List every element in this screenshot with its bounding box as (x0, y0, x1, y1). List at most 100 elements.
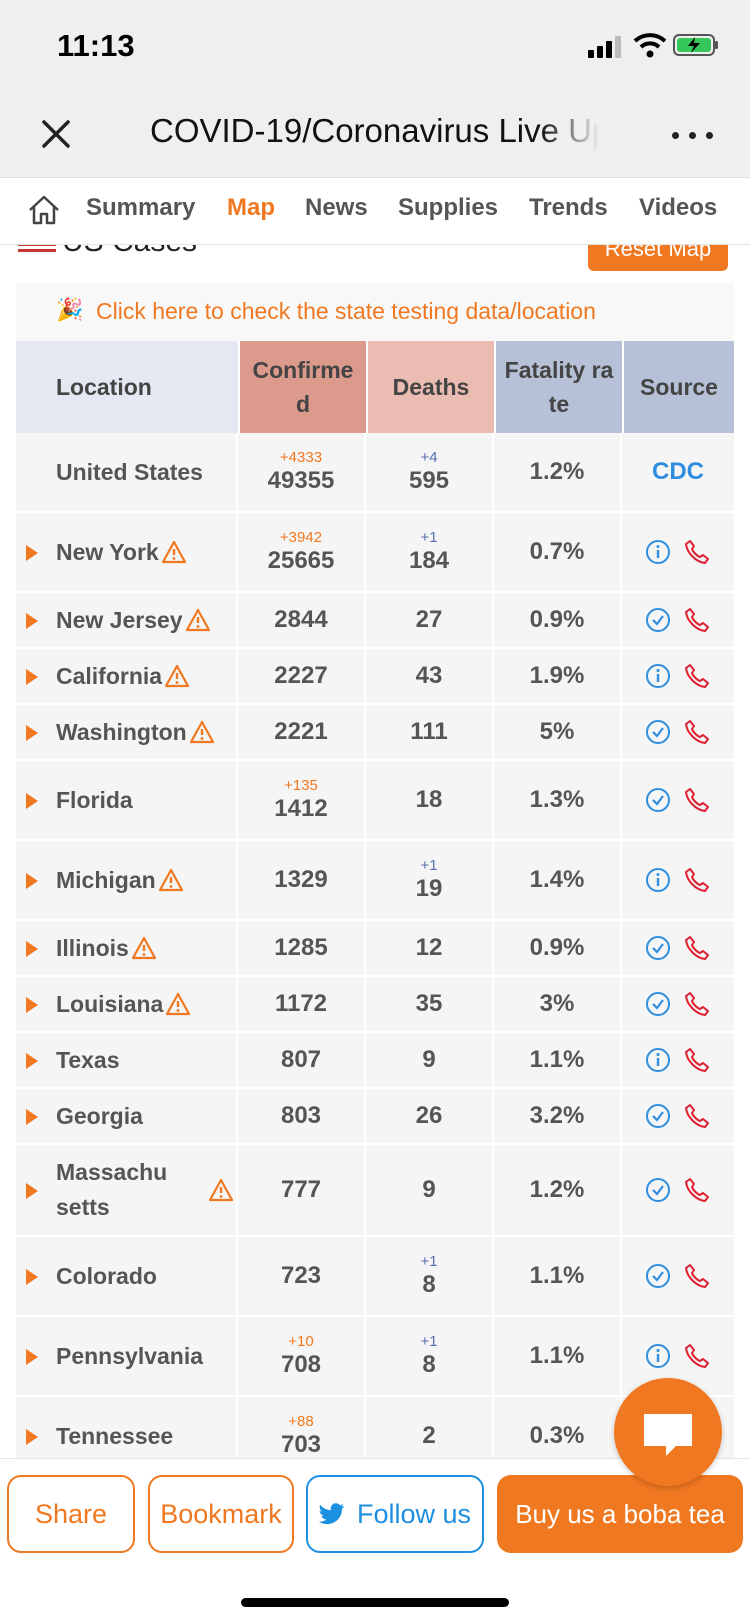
table-row[interactable]: Michigan 1329 +1 19 1.4% (16, 841, 734, 921)
expand-arrow-icon[interactable] (26, 793, 38, 809)
cell-source: CDC (622, 433, 734, 511)
phone-icon[interactable] (683, 606, 711, 634)
phone-icon[interactable] (683, 1046, 711, 1074)
location-name: Louisiana (56, 990, 164, 1017)
more-options-icon[interactable] (668, 120, 718, 150)
phone-icon[interactable] (683, 538, 711, 566)
info-icon[interactable] (645, 1343, 671, 1369)
info-icon[interactable] (645, 539, 671, 565)
header-fatality-rate[interactable]: Fatality rate (496, 341, 622, 433)
phone-icon[interactable] (683, 662, 711, 690)
boba-tea-button[interactable]: Buy us a boba tea (497, 1475, 743, 1553)
location-name: Pennsylvania (56, 1342, 204, 1369)
cellular-signal-icon (588, 36, 622, 58)
confirmed-delta: +88 (288, 1413, 314, 1430)
table-row[interactable]: United States +4333 49355 +4 595 1.2% CDC (16, 433, 734, 513)
header-deaths[interactable]: Deaths (368, 341, 494, 433)
cell-location: Michigan (16, 841, 238, 919)
bookmark-button[interactable]: Bookmark (148, 1475, 294, 1553)
table-row[interactable]: Massachusetts 777 9 1.2% (16, 1145, 734, 1237)
info-icon[interactable] (645, 867, 671, 893)
confirmed-value: 1172 (274, 990, 328, 1017)
table-row[interactable]: Pennsylvania +10 708 +1 8 1.1% (16, 1317, 734, 1397)
expand-arrow-icon[interactable] (26, 1053, 38, 1069)
table-row[interactable]: Illinois 1285 12 0.9% (16, 921, 734, 977)
cell-fatality-rate: 1.2% (494, 1145, 622, 1235)
testing-data-banner[interactable]: 🎉 Click here to check the state testing … (16, 283, 734, 341)
expand-arrow-icon[interactable] (26, 873, 38, 889)
expand-arrow-icon[interactable] (26, 725, 38, 741)
check-icon[interactable] (645, 1263, 671, 1289)
expand-arrow-icon[interactable] (26, 1109, 38, 1125)
info-icon[interactable] (645, 1047, 671, 1073)
check-icon[interactable] (645, 719, 671, 745)
nav-tabs: Summary Map News Supplies Trends Videos (0, 178, 750, 245)
cell-confirmed: 2221 (238, 705, 366, 759)
header-confirmed[interactable]: Confirmed (240, 341, 366, 433)
share-button[interactable]: Share (7, 1475, 135, 1553)
check-icon[interactable] (645, 935, 671, 961)
table-row[interactable]: New Jersey 2844 27 0.9% (16, 593, 734, 649)
cell-confirmed: +88 703 (238, 1397, 366, 1475)
check-icon[interactable] (645, 787, 671, 813)
expand-arrow-icon[interactable] (26, 669, 38, 685)
table-row[interactable]: Colorado 723 +1 8 1.1% (16, 1237, 734, 1317)
header-source[interactable]: Source (624, 341, 734, 433)
source-link[interactable]: CDC (652, 458, 704, 485)
warning-icon (189, 720, 215, 744)
cell-source (622, 593, 734, 647)
rate-value: 5% (539, 718, 575, 745)
check-icon[interactable] (645, 1177, 671, 1203)
tab-trends[interactable]: Trends (529, 194, 608, 221)
expand-arrow-icon[interactable] (26, 997, 38, 1013)
expand-arrow-icon[interactable] (26, 1269, 38, 1285)
reset-map-button[interactable]: Reset Map (588, 245, 728, 271)
info-icon[interactable] (645, 663, 671, 689)
chat-bubble-button[interactable] (614, 1378, 722, 1486)
phone-icon[interactable] (683, 1262, 711, 1290)
bottom-action-bar: Share Bookmark Follow us Buy us a boba t… (0, 1458, 750, 1624)
header-location[interactable]: Location (16, 341, 238, 433)
table-row[interactable]: Florida +135 1412 18 1.3% (16, 761, 734, 841)
tab-summary[interactable]: Summary (86, 194, 196, 221)
check-icon[interactable] (645, 607, 671, 633)
follow-us-button[interactable]: Follow us (306, 1475, 484, 1553)
tab-news[interactable]: News (305, 194, 368, 221)
confirmed-delta: +135 (284, 777, 318, 794)
phone-icon[interactable] (683, 718, 711, 746)
phone-icon[interactable] (683, 1176, 711, 1204)
cell-fatality-rate: 0.9% (494, 593, 622, 647)
cell-confirmed: 2227 (238, 649, 366, 703)
location-name: New Jersey (56, 606, 183, 633)
check-icon[interactable] (645, 1103, 671, 1129)
phone-icon[interactable] (683, 866, 711, 894)
table-row[interactable]: California 2227 43 1.9% (16, 649, 734, 705)
table-row[interactable]: Louisiana 1172 35 3% (16, 977, 734, 1033)
phone-icon[interactable] (683, 934, 711, 962)
table-row[interactable]: Georgia 803 26 3.2% (16, 1089, 734, 1145)
phone-icon[interactable] (683, 1342, 711, 1370)
check-icon[interactable] (645, 991, 671, 1017)
cell-confirmed: +4333 49355 (238, 433, 366, 511)
phone-icon[interactable] (683, 990, 711, 1018)
table-row[interactable]: New York +3942 25665 +1 184 0.7% (16, 513, 734, 593)
close-icon[interactable] (36, 114, 76, 154)
tab-videos[interactable]: Videos (639, 194, 718, 221)
expand-arrow-icon[interactable] (26, 1183, 38, 1199)
table-row[interactable]: Washington 2221 111 5% (16, 705, 734, 761)
banner-link[interactable]: Click here to check the state testing da… (96, 298, 596, 324)
phone-icon[interactable] (683, 786, 711, 814)
tab-supplies[interactable]: Supplies (398, 194, 499, 221)
phone-icon[interactable] (683, 1102, 711, 1130)
table-row[interactable]: Texas 807 9 1.1% (16, 1033, 734, 1089)
tab-map[interactable]: Map (227, 194, 275, 221)
expand-arrow-icon[interactable] (26, 1349, 38, 1365)
expand-arrow-icon[interactable] (26, 613, 38, 629)
expand-arrow-icon[interactable] (26, 941, 38, 957)
cell-source (622, 649, 734, 703)
home-icon[interactable] (26, 192, 62, 228)
expand-arrow-icon[interactable] (26, 1429, 38, 1445)
expand-arrow-icon[interactable] (26, 545, 38, 561)
section-title: US Cases (62, 245, 197, 259)
cell-location: Georgia (16, 1089, 238, 1143)
